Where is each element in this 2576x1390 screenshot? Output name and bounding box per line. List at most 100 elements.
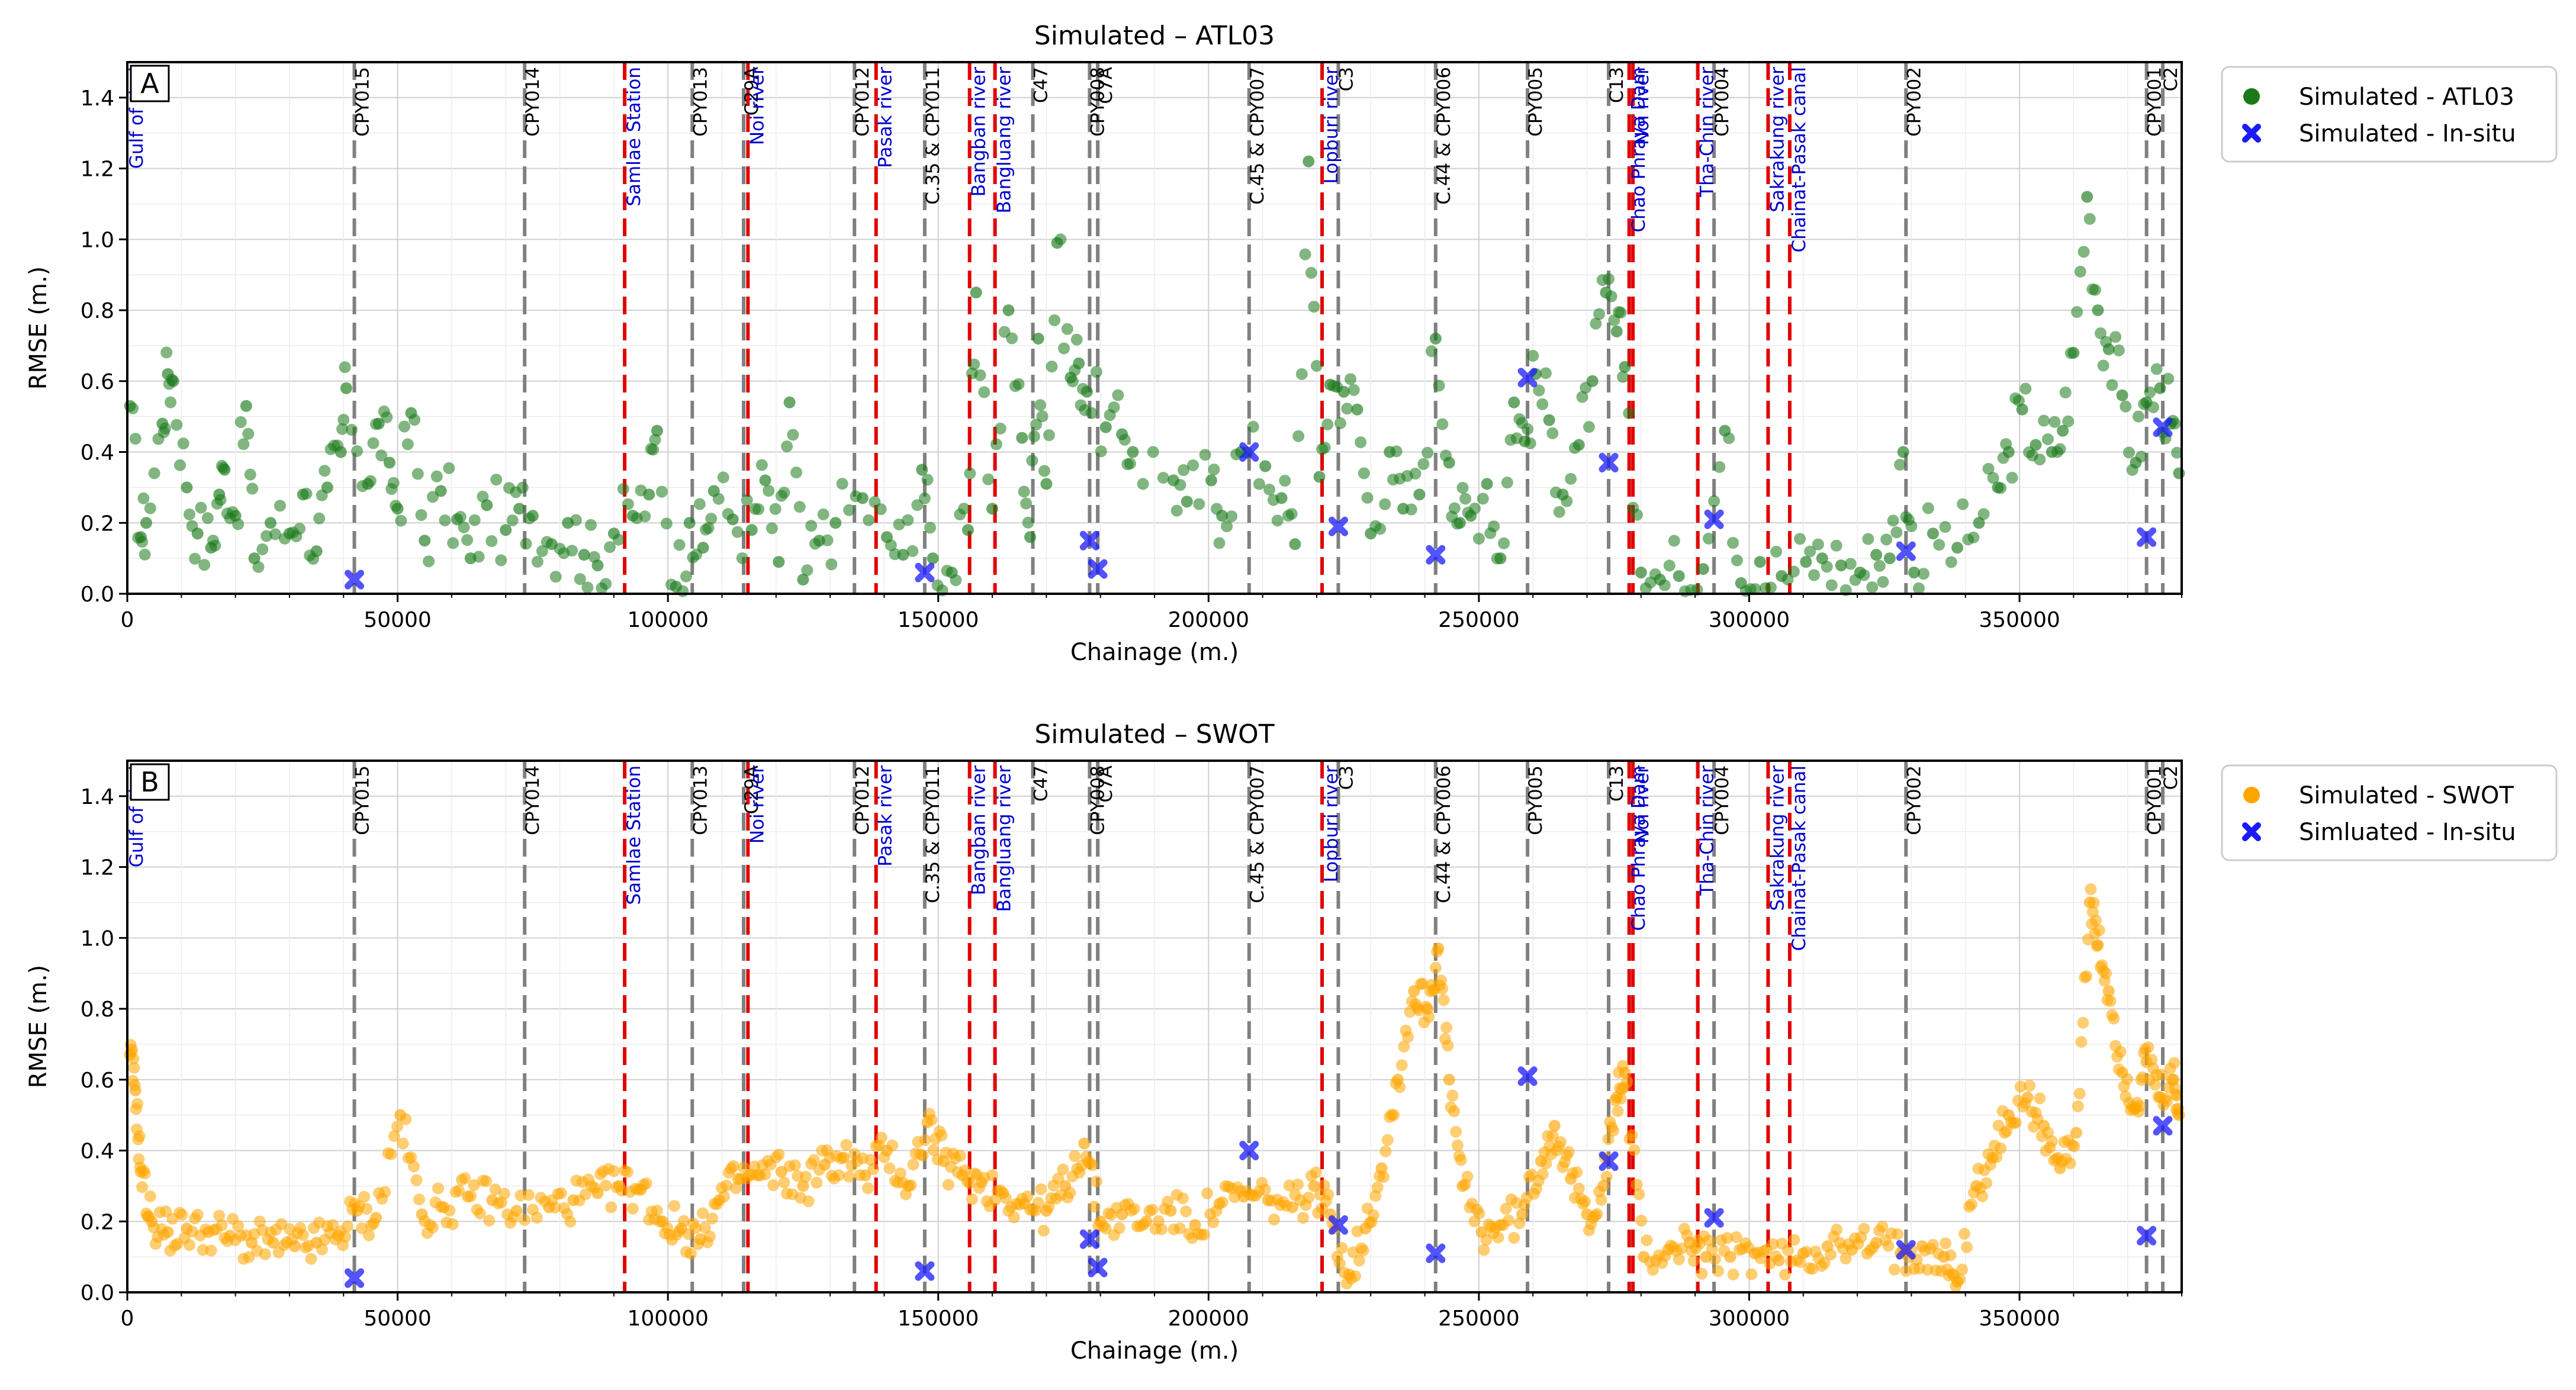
series-point — [1208, 464, 1220, 476]
series-point — [893, 518, 905, 530]
series-point — [825, 558, 838, 571]
series-point — [2064, 347, 2077, 359]
series-point — [1550, 486, 1562, 498]
series-point — [1977, 508, 1990, 520]
series-point — [1069, 364, 1081, 377]
series-point — [1137, 1218, 1150, 1231]
series-point — [345, 423, 358, 436]
series-point — [1615, 1092, 1627, 1105]
series-point — [1398, 1040, 1410, 1053]
series-point — [391, 1120, 404, 1132]
series-point — [2088, 896, 2100, 909]
series-point — [2014, 1080, 2027, 1093]
series-point — [1870, 549, 1883, 561]
series-point — [651, 424, 663, 437]
series-point — [1174, 479, 1186, 491]
series-point — [1804, 545, 1816, 558]
series-point — [1951, 542, 1964, 554]
junction-label: Noi river — [747, 67, 768, 145]
series-point — [2112, 1063, 2125, 1076]
series-point — [1630, 509, 1643, 521]
series-point — [1890, 526, 1903, 539]
series-point — [1831, 1224, 1843, 1236]
series-point — [370, 418, 382, 430]
series-point — [710, 1198, 723, 1210]
series-point — [889, 548, 901, 561]
series-point — [759, 474, 771, 487]
series-point — [1472, 532, 1485, 545]
series-point — [1022, 516, 1034, 529]
series-point — [1939, 521, 1951, 533]
series-point — [2048, 416, 2061, 428]
series-point — [1012, 378, 1025, 390]
series-point — [1708, 495, 1720, 507]
series-point — [244, 468, 256, 481]
series-point — [821, 534, 834, 546]
insitu-marker — [1896, 541, 1916, 561]
series-point — [797, 1180, 809, 1192]
series-point — [144, 502, 156, 514]
series-point — [705, 513, 718, 525]
series-point — [867, 1163, 880, 1175]
series-point — [579, 1188, 591, 1201]
x-tick-label: 350000 — [1979, 1307, 2060, 1331]
series-point — [1469, 503, 1481, 515]
series-point — [805, 520, 818, 532]
series-point — [2138, 398, 2150, 410]
insitu-marker — [1426, 545, 1446, 565]
series-point — [307, 553, 319, 565]
series-point — [136, 536, 149, 548]
series-point — [1576, 391, 1588, 403]
y-tick-label: 1.0 — [81, 926, 114, 951]
series-point — [684, 1247, 697, 1260]
series-point — [458, 521, 470, 533]
series-point — [778, 1176, 790, 1189]
series-point — [970, 287, 982, 299]
series-point — [1247, 420, 1259, 433]
series-point — [1806, 1263, 1819, 1275]
series-point — [2162, 372, 2175, 385]
series-point — [439, 514, 451, 526]
series-point — [379, 1186, 391, 1198]
legend-label-main: Simulated - SWOT — [2299, 782, 2514, 809]
series-point — [339, 1231, 352, 1243]
series-point — [2116, 389, 2128, 401]
series-point — [1395, 1059, 1408, 1072]
series-point — [1621, 1076, 1633, 1088]
series-point — [1675, 1243, 1688, 1255]
series-point — [1687, 1254, 1700, 1267]
series-point — [1437, 994, 1450, 1006]
series-point — [364, 475, 377, 487]
x-tick-label: 150000 — [898, 608, 979, 632]
series-point — [319, 465, 331, 477]
series-point — [415, 509, 427, 521]
series-point — [635, 484, 647, 497]
chart-title: Simulated – SWOT — [1034, 719, 1274, 749]
series-point — [1371, 1181, 1384, 1193]
series-point — [2104, 995, 2117, 1008]
series-point — [693, 498, 706, 510]
series-point — [351, 445, 364, 457]
series-point — [2134, 1100, 2146, 1112]
series-point — [958, 503, 970, 515]
series-point — [2062, 415, 2075, 427]
series-point — [607, 1165, 620, 1177]
series-point — [432, 1182, 445, 1195]
station-label: C3 — [1336, 765, 1357, 790]
insitu-marker — [345, 1268, 365, 1288]
series-point — [720, 1179, 732, 1192]
series-point — [919, 1134, 931, 1146]
series-point — [1882, 1240, 1895, 1252]
series-point — [227, 506, 239, 518]
junction-label: Samlae Station — [623, 765, 645, 905]
series-point — [781, 440, 793, 452]
series-point — [1157, 472, 1169, 484]
station-label: C2 — [2160, 67, 2182, 91]
series-point — [2106, 379, 2118, 391]
series-point — [1932, 1247, 1945, 1260]
series-point — [443, 1204, 456, 1217]
series-point — [148, 467, 160, 480]
series-point — [1727, 536, 1739, 549]
series-point — [813, 1163, 825, 1176]
series-point — [1579, 1195, 1591, 1208]
